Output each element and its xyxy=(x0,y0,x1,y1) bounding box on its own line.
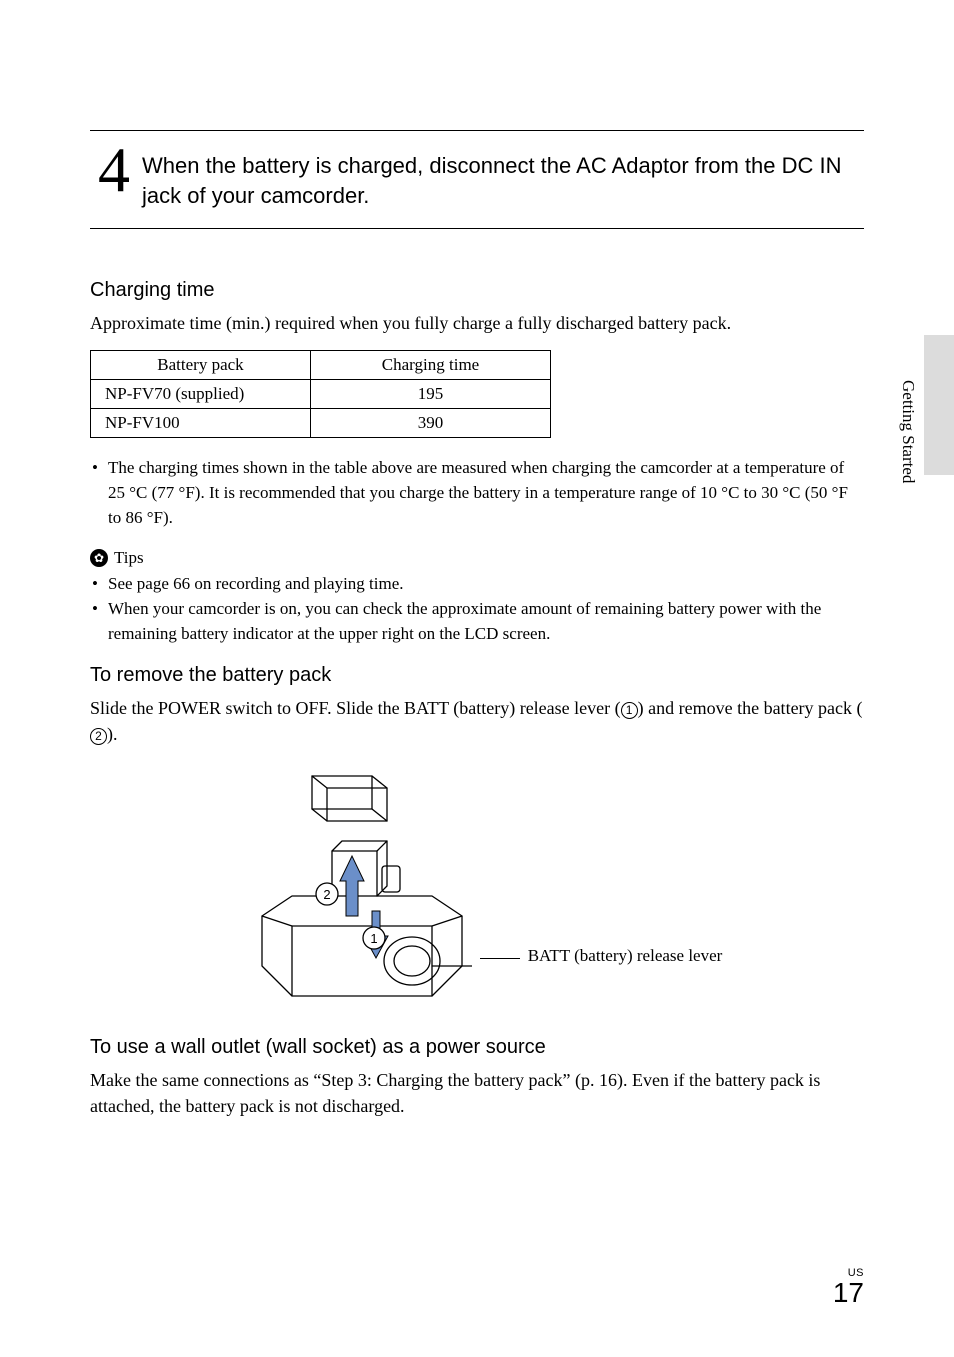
diagram-label: BATT (battery) release lever xyxy=(528,946,723,1006)
callout-2: 2 xyxy=(323,887,330,902)
table-row: NP-FV100 390 xyxy=(91,409,551,438)
table-header-row: Battery pack Charging time xyxy=(91,351,551,380)
callout-1-inline: 1 xyxy=(621,702,638,719)
list-item: See page 66 on recording and playing tim… xyxy=(90,572,864,597)
cell-time: 195 xyxy=(311,380,551,409)
list-item: When your camcorder is on, you can check… xyxy=(90,597,864,646)
arrow-2-icon xyxy=(340,856,364,916)
step-block: 4 When the battery is charged, disconnec… xyxy=(90,130,864,229)
wall-outlet-text: Make the same connections as “Step 3: Ch… xyxy=(90,1067,864,1119)
charging-time-intro: Approximate time (min.) required when yo… xyxy=(90,310,864,336)
remove-battery-text: Slide the POWER switch to OFF. Slide the… xyxy=(90,695,864,747)
side-tab xyxy=(924,335,954,475)
wall-outlet-heading: To use a wall outlet (wall socket) as a … xyxy=(90,1036,864,1059)
tips-header: ✿ Tips xyxy=(90,548,864,568)
step-instruction: When the battery is charged, disconnect … xyxy=(142,141,864,210)
cell-battery: NP-FV100 xyxy=(91,409,311,438)
col-header-time: Charging time xyxy=(311,351,551,380)
text-part: ). xyxy=(107,724,118,744)
text-part: Slide the POWER switch to OFF. Slide the… xyxy=(90,698,621,718)
side-section-label: Getting Started xyxy=(898,380,918,483)
label-leader-line xyxy=(480,958,520,959)
tips-list: See page 66 on recording and playing tim… xyxy=(90,572,864,646)
text-part: ) and remove the battery pack ( xyxy=(638,698,863,718)
cell-time: 390 xyxy=(311,409,551,438)
callout-2-inline: 2 xyxy=(90,728,107,745)
manual-page: 4 When the battery is charged, disconnec… xyxy=(0,0,954,1357)
camcorder-diagram: 2 1 xyxy=(232,766,472,1006)
page-footer: US 17 xyxy=(833,1267,864,1307)
charging-time-table: Battery pack Charging time NP-FV70 (supp… xyxy=(90,350,551,438)
tips-icon: ✿ xyxy=(90,549,108,567)
tips-label: Tips xyxy=(114,548,144,568)
page-number: 17 xyxy=(833,1279,864,1307)
battery-diagram-wrap: 2 1 BATT (battery) release lever xyxy=(90,766,864,1006)
step-number: 4 xyxy=(90,141,130,199)
remove-battery-heading: To remove the battery pack xyxy=(90,664,864,687)
list-item: The charging times shown in the table ab… xyxy=(90,456,864,530)
table-row: NP-FV70 (supplied) 195 xyxy=(91,380,551,409)
col-header-battery: Battery pack xyxy=(91,351,311,380)
cell-battery: NP-FV70 (supplied) xyxy=(91,380,311,409)
charging-time-heading: Charging time xyxy=(90,279,864,302)
charging-notes-list: The charging times shown in the table ab… xyxy=(90,456,864,530)
callout-1: 1 xyxy=(370,931,377,946)
